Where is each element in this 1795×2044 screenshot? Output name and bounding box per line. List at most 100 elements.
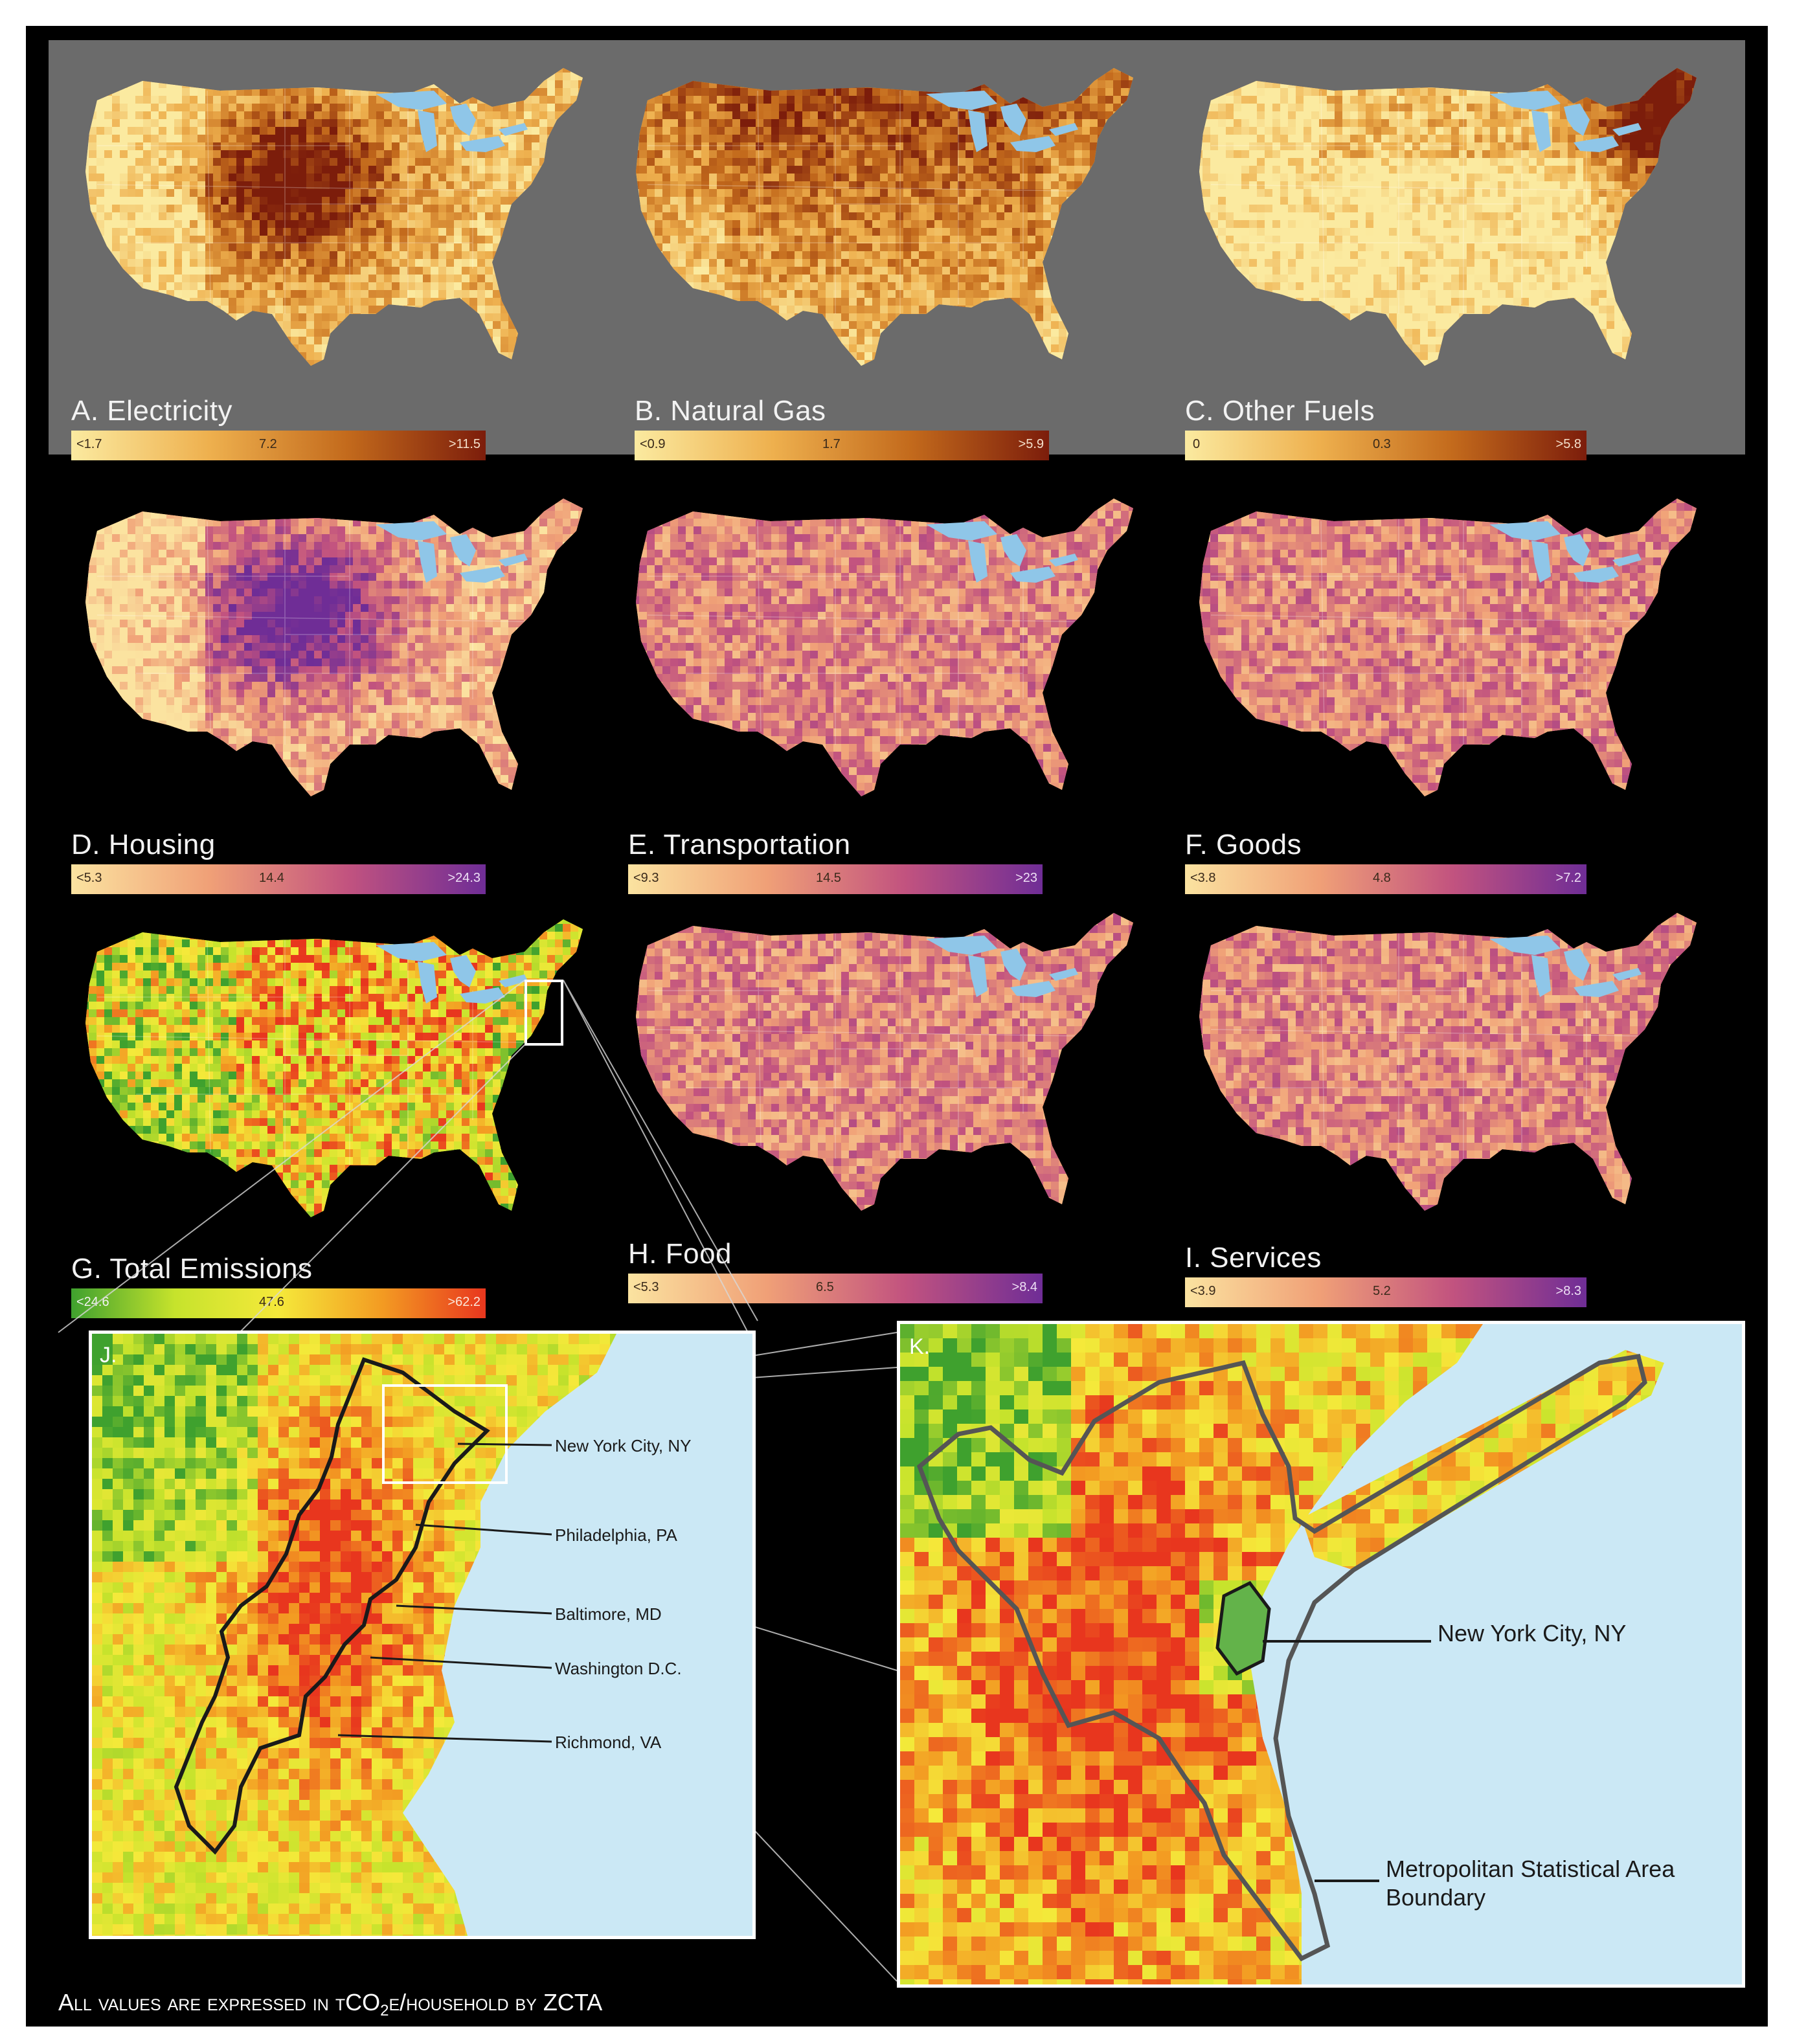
panel-title-goods: F. Goods — [1185, 829, 1302, 861]
great-lake-1 — [968, 541, 988, 583]
legend-goods: <3.8 4.8 >7.2 — [1185, 864, 1586, 894]
label-richmond: Richmond, VA — [555, 1733, 661, 1753]
legend-natural-gas: <0.9 1.7 >5.9 — [635, 431, 1049, 460]
us-map-goods — [1199, 499, 1697, 796]
great-lake-0 — [1489, 521, 1561, 541]
great-lake-3 — [1574, 981, 1619, 997]
label-baltimore: Baltimore, MD — [555, 1604, 662, 1624]
legend-min-electricity: <1.7 — [76, 437, 102, 452]
inset-j-letter: J. — [100, 1343, 117, 1368]
legend-min-natural-gas: <0.9 — [640, 437, 665, 452]
legend-services: <3.9 5.2 >8.3 — [1185, 1277, 1586, 1307]
inset-k-letter: K. — [909, 1334, 930, 1360]
legend-max-total-emissions: >62.2 — [447, 1295, 480, 1310]
great-lake-2 — [1564, 534, 1590, 567]
great-lake-3 — [460, 136, 505, 152]
units-footnote: All values are expressed in tCO2e/househ… — [58, 1989, 602, 2020]
great-lake-1 — [418, 541, 437, 583]
great-lake-2 — [1564, 949, 1590, 981]
leader-line-0 — [457, 1443, 552, 1446]
great-lake-3 — [1010, 981, 1056, 997]
great-lake-1 — [1531, 955, 1551, 997]
panel-title-services: I. Services — [1185, 1242, 1322, 1274]
us-map-natural-gas — [636, 68, 1133, 366]
leader-line-3 — [370, 1656, 552, 1669]
great-lake-3 — [460, 567, 505, 583]
great-lake-4 — [1049, 123, 1078, 136]
great-lake-0 — [1489, 936, 1561, 955]
great-lake-4 — [1612, 968, 1642, 981]
us-map-services — [1199, 913, 1697, 1211]
great-lake-3 — [1010, 136, 1056, 152]
label-washington-dc: Washington D.C. — [555, 1659, 682, 1679]
great-lake-4 — [1612, 554, 1642, 567]
inset-map-mid-atlantic: J. New York City, NY Philadelphia, PA Ba… — [89, 1331, 756, 1939]
great-lake-3 — [1574, 136, 1619, 152]
great-lake-4 — [1049, 554, 1078, 567]
great-lake-4 — [1612, 123, 1642, 136]
great-lake-3 — [1010, 567, 1056, 583]
legend-other-fuels: 0 0.3 >5.8 — [1185, 431, 1586, 460]
great-lake-2 — [1000, 104, 1026, 136]
legend-min-transportation: <9.3 — [633, 871, 659, 886]
great-lake-4 — [499, 554, 528, 567]
map-panel-goods: F. Goods <3.8 4.8 >7.2 — [1185, 479, 1729, 894]
great-lake-1 — [968, 110, 988, 152]
leader-line-4 — [337, 1734, 552, 1743]
great-lake-2 — [1000, 534, 1026, 567]
legend-min-other-fuels: 0 — [1193, 437, 1200, 452]
map-panel-electricity: A. Electricity <1.7 7.2 >11.5 — [71, 55, 615, 460]
legend-max-food: >8.4 — [1012, 1280, 1037, 1295]
legend-max-electricity: >11.5 — [449, 437, 480, 452]
map-panel-services: I. Services <3.9 5.2 >8.3 — [1185, 893, 1729, 1307]
map-panel-transportation: E. Transportation <9.3 14.5 >23 — [622, 479, 1166, 894]
units-text-a: All values are expressed in tCO — [58, 1989, 380, 2016]
units-text-b: e/household by ZCTA — [389, 1989, 603, 2016]
great-lake-0 — [376, 521, 447, 541]
map-panel-food: H. Food <5.3 6.5 >8.4 — [622, 893, 1166, 1303]
great-lake-0 — [926, 521, 997, 541]
legend-housing: <5.3 14.4 >24.3 — [71, 864, 486, 894]
panel-title-electricity: A. Electricity — [71, 395, 232, 427]
us-map-transportation — [636, 499, 1133, 796]
map-panel-natural-gas: B. Natural Gas <0.9 1.7 >5.9 — [622, 55, 1166, 460]
panel-title-housing: D. Housing — [71, 829, 216, 861]
panel-title-transportation: E. Transportation — [628, 829, 851, 861]
figure: A. Electricity <1.7 7.2 >11.5 B. Natural… — [26, 26, 1768, 2027]
great-lake-2 — [1000, 949, 1026, 981]
legend-mid-natural-gas: 1.7 — [822, 437, 841, 452]
legend-min-services: <3.9 — [1190, 1284, 1215, 1299]
leader-line-1 — [415, 1523, 552, 1536]
great-lake-0 — [1489, 91, 1561, 110]
legend-mid-transportation: 14.5 — [816, 871, 841, 886]
legend-mid-services: 5.2 — [1373, 1284, 1391, 1299]
great-lake-1 — [1531, 541, 1551, 583]
great-lake-0 — [926, 91, 997, 110]
inset-k-map — [900, 1324, 1664, 1984]
us-map-food — [636, 913, 1133, 1211]
us-map-total-emissions — [85, 919, 583, 1217]
us-map-electricity — [85, 68, 583, 366]
legend-max-goods: >7.2 — [1556, 871, 1581, 886]
legend-max-transportation: >23 — [1015, 871, 1037, 886]
legend-food: <5.3 6.5 >8.4 — [628, 1274, 1043, 1303]
label-philadelphia: Philadelphia, PA — [555, 1525, 677, 1545]
panel-title-other-fuels: C. Other Fuels — [1185, 395, 1375, 427]
great-lake-2 — [450, 955, 476, 987]
leader-line-2 — [396, 1604, 552, 1615]
legend-mid-goods: 4.8 — [1373, 871, 1391, 886]
great-lake-2 — [1564, 104, 1590, 136]
inset-map-new-york: K. New York City, NY Metropolitan Statis… — [897, 1321, 1745, 1988]
great-lake-0 — [376, 91, 447, 110]
great-lake-2 — [450, 104, 476, 136]
legend-electricity: <1.7 7.2 >11.5 — [71, 431, 486, 460]
great-lake-1 — [418, 110, 437, 152]
great-lake-2 — [450, 534, 476, 567]
panel-title-food: H. Food — [628, 1238, 732, 1270]
legend-min-housing: <5.3 — [76, 871, 102, 886]
legend-mid-housing: 14.4 — [259, 871, 284, 886]
great-lake-4 — [499, 123, 528, 136]
panel-title-natural-gas: B. Natural Gas — [635, 395, 826, 427]
legend-total-emissions: <24.6 47.6 >62.2 — [71, 1288, 486, 1318]
nyc-core-boundary — [1215, 1580, 1271, 1676]
